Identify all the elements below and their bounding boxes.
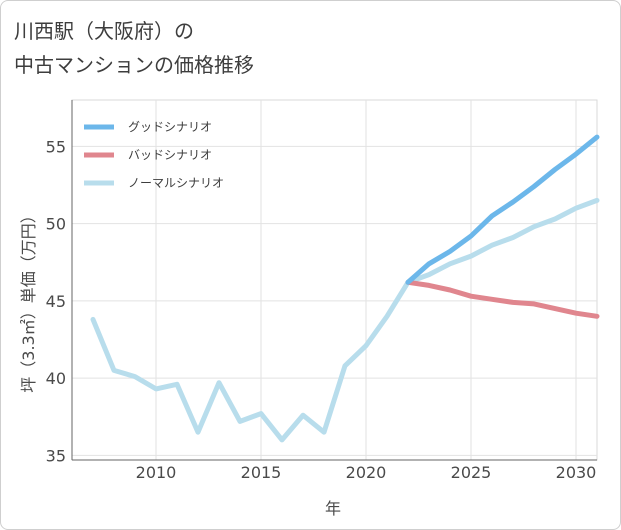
series	[90, 134, 600, 443]
y-tick-label: 35	[46, 446, 66, 465]
y-tick-label: 50	[46, 215, 66, 234]
series-line-bad	[405, 279, 600, 319]
y-tick-label: 40	[46, 369, 66, 388]
grid	[71, 99, 598, 461]
legend-label: バッドシナリオ	[128, 148, 212, 162]
x-tick-label: 2025	[451, 463, 492, 482]
legend-label: ノーマルシナリオ	[128, 176, 224, 190]
x-tick-label: 2010	[136, 463, 177, 482]
legend-label: グッドシナリオ	[128, 120, 212, 134]
chart-title: 川西駅（大阪府）の 中古マンションの価格推移	[14, 19, 254, 77]
axes: 年 坪（3.3㎡）単価（万円） 2010 2015 2020 2025 2030 35 40…	[19, 100, 597, 518]
y-axis-label: 坪（3.3㎡）単価（万円）	[19, 207, 38, 392]
y-tick-label: 45	[46, 292, 66, 311]
y-tick-label: 55	[46, 137, 66, 156]
series-line-normal	[90, 197, 600, 443]
series-line-good	[405, 134, 600, 285]
x-tick-label: 2015	[241, 463, 282, 482]
x-tick-label: 2020	[346, 463, 387, 482]
x-tick-label: 2030	[556, 463, 597, 482]
x-axis-label: 年	[325, 499, 341, 518]
